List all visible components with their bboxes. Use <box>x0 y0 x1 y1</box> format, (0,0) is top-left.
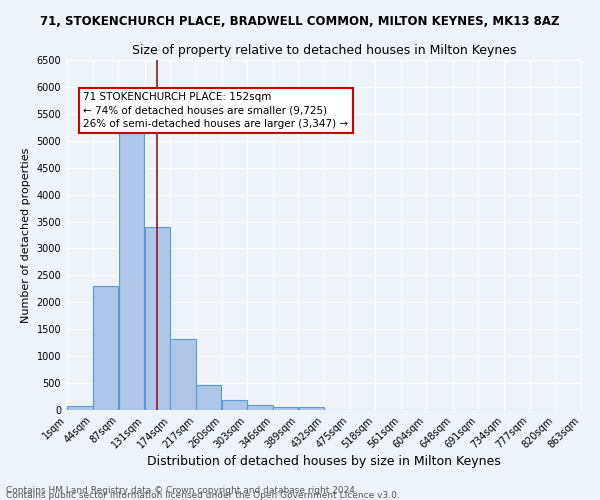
Bar <box>196 384 221 410</box>
Y-axis label: Number of detached properties: Number of detached properties <box>21 148 31 322</box>
Title: Size of property relative to detached houses in Milton Keynes: Size of property relative to detached ho… <box>132 44 516 58</box>
Bar <box>145 227 170 410</box>
Text: 71, STOKENCHURCH PLACE, BRADWELL COMMON, MILTON KEYNES, MK13 8AZ: 71, STOKENCHURCH PLACE, BRADWELL COMMON,… <box>40 15 560 28</box>
Bar <box>67 406 92 410</box>
X-axis label: Distribution of detached houses by size in Milton Keynes: Distribution of detached houses by size … <box>147 456 501 468</box>
Bar <box>247 405 272 410</box>
Text: Contains public sector information licensed under the Open Government Licence v3: Contains public sector information licen… <box>6 491 400 500</box>
Text: 71 STOKENCHURCH PLACE: 152sqm
← 74% of detached houses are smaller (9,725)
26% o: 71 STOKENCHURCH PLACE: 152sqm ← 74% of d… <box>83 92 349 128</box>
Text: Contains HM Land Registry data © Crown copyright and database right 2024.: Contains HM Land Registry data © Crown c… <box>6 486 358 495</box>
Bar <box>93 286 118 410</box>
Bar <box>119 116 144 410</box>
Bar <box>273 406 298 410</box>
Bar <box>170 339 196 410</box>
Bar <box>221 400 247 410</box>
Bar <box>299 407 324 410</box>
